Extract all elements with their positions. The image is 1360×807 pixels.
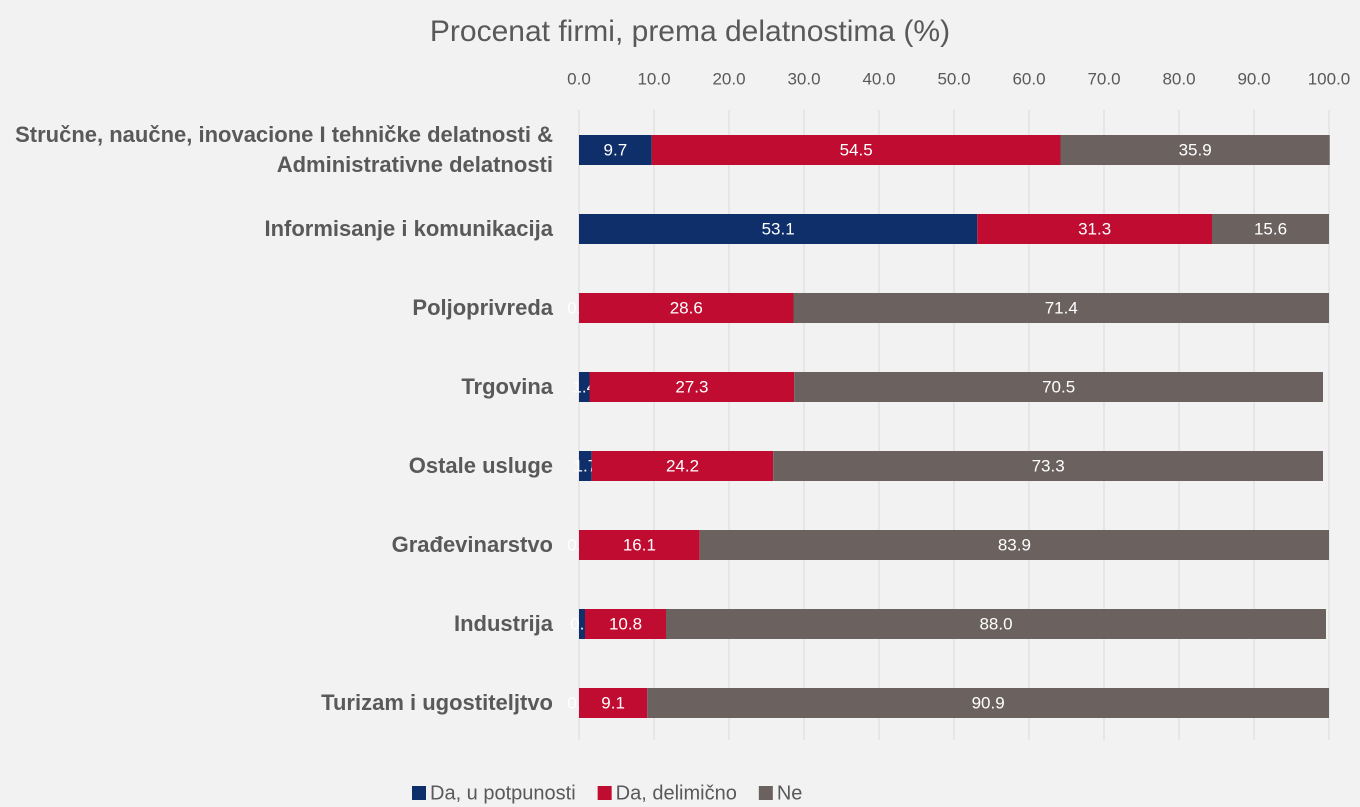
bar-segment (579, 135, 652, 165)
bar-segment (773, 451, 1323, 481)
x-tick-label: 60.0 (1012, 69, 1045, 88)
legend-label: Ne (777, 782, 803, 804)
data-label: 16.1 (623, 535, 656, 554)
bar-segment (579, 688, 648, 718)
data-label: 10.8 (609, 614, 642, 633)
x-tick-label: 10.0 (637, 69, 670, 88)
bar-segment (1060, 135, 1330, 165)
bar-segment (977, 214, 1212, 244)
legend-swatch (758, 786, 773, 800)
data-label: 9.7 (604, 140, 628, 159)
data-label: 83.9 (998, 535, 1031, 554)
bar-segment (579, 214, 978, 244)
x-tick-label: 90.0 (1237, 69, 1270, 88)
bar-segment (579, 372, 590, 402)
bar-segment (666, 609, 1326, 639)
bar-segment (794, 372, 1323, 402)
bar-segment (579, 451, 592, 481)
bar-segment (579, 530, 700, 560)
bar-segment (579, 609, 585, 639)
bar-segment (647, 688, 1329, 718)
x-tick-label: 70.0 (1087, 69, 1120, 88)
x-tick-label: 30.0 (787, 69, 820, 88)
data-label: 54.5 (840, 140, 873, 159)
data-label: 71.4 (1045, 298, 1078, 317)
x-tick-label: 0.0 (567, 69, 591, 88)
legend-swatch (412, 786, 426, 800)
data-label: 24.2 (666, 456, 699, 475)
data-label: 27.3 (675, 377, 708, 396)
bar-segment (651, 135, 1061, 165)
data-label: 9.1 (601, 693, 625, 712)
bar-segment (589, 372, 795, 402)
data-label: 88.0 (979, 614, 1012, 633)
category-label: Ostale usluge (408, 453, 553, 478)
bar-segment (591, 451, 774, 481)
data-label: 31.3 (1078, 219, 1111, 238)
x-tick-label: 80.0 (1162, 69, 1195, 88)
category-label: Poljoprivreda (412, 295, 553, 320)
category-label: Industrija (453, 611, 553, 636)
chart-title: Procenat firmi, prema delatnostima (%) (430, 15, 950, 48)
x-tick-label: 50.0 (937, 69, 970, 88)
bar-segment (579, 293, 794, 323)
data-label: 53.1 (762, 219, 795, 238)
data-label: 28.6 (670, 298, 703, 317)
x-tick-label: 20.0 (712, 69, 745, 88)
bar-segment (585, 609, 666, 639)
category-label: Trgovina (461, 374, 553, 399)
data-label: 90.9 (972, 693, 1005, 712)
bar-segment (1212, 214, 1329, 244)
data-label: 15.6 (1254, 219, 1287, 238)
data-label: 1.7 (574, 456, 598, 475)
legend-label: Da, delimično (616, 782, 737, 804)
data-label: 35.9 (1179, 140, 1212, 159)
bar-segment (699, 530, 1329, 560)
data-label: 73.3 (1032, 456, 1065, 475)
bar-segment (793, 293, 1329, 323)
category-label: Turizam i ugostiteljtvo (321, 690, 553, 715)
category-label: Građevinarstvo (391, 532, 553, 557)
x-tick-label: 100.0 (1308, 69, 1351, 88)
x-tick-label: 40.0 (862, 69, 895, 88)
category-label: Stručne, naučne, inovacione I tehničke d… (15, 122, 553, 177)
legend-swatch (597, 786, 612, 800)
data-label: 70.5 (1042, 377, 1075, 396)
category-label: Informisanje i komunikacija (264, 216, 553, 241)
legend-label: Da, u potpunosti (430, 782, 576, 804)
